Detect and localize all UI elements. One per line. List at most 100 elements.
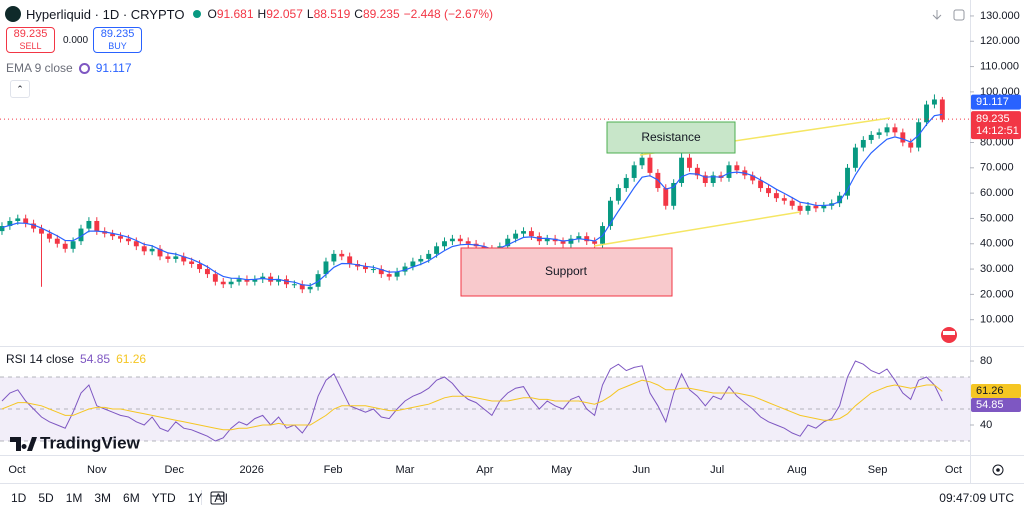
x-tick-label: Jul: [710, 464, 724, 476]
range-button[interactable]: 1D: [11, 491, 27, 505]
candle-body: [165, 256, 171, 259]
resistance-label: Resistance: [641, 130, 701, 144]
rsi-ma-tag-bg: [971, 384, 1021, 399]
candle-body: [726, 165, 732, 178]
x-tick-label: 2026: [239, 464, 263, 476]
candle-body: [307, 286, 313, 290]
range-button[interactable]: 3M: [94, 491, 112, 505]
support-label: Support: [545, 264, 588, 278]
candle-body: [631, 165, 637, 178]
candle-body: [766, 188, 771, 194]
range-button[interactable]: All: [214, 491, 228, 505]
gear[interactable]: [992, 464, 1004, 476]
settings-icon[interactable]: [992, 464, 1004, 476]
candle-body: [592, 241, 598, 244]
candle-body: [204, 269, 210, 275]
collapse-button[interactable]: ⌃: [10, 80, 30, 98]
candle-body: [513, 233, 519, 239]
x-tick-label: Aug: [787, 464, 807, 476]
candle-body: [220, 281, 226, 285]
rsi-line: [1, 360, 943, 442]
candle-body: [781, 198, 787, 201]
candle-body: [813, 205, 819, 209]
ema-price-tag-bg: [971, 94, 1021, 110]
drawings: Resistance Support: [460, 117, 891, 297]
candle-body: [46, 233, 52, 239]
candle-body: [86, 220, 92, 229]
resistance-box: [606, 121, 736, 154]
sell-price: 89.235: [13, 28, 48, 40]
rsi-name[interactable]: RSI 14 close: [6, 352, 75, 366]
ema-legend: EMA 9 close 91.117: [6, 61, 132, 75]
candle-body: [892, 127, 898, 133]
candle-body: [805, 205, 811, 211]
y-tick-label: 120.000: [980, 35, 1020, 47]
candle-body: [212, 274, 218, 282]
close-value: 89.235: [362, 7, 400, 21]
candle-body: [457, 238, 463, 242]
candle-body: [236, 279, 242, 282]
candle-body: [528, 231, 534, 237]
candle-body: [560, 241, 566, 244]
gear-center: [996, 468, 1000, 472]
range-button[interactable]: 1M: [65, 491, 83, 505]
sell-button[interactable]: 89.235 SELL: [6, 27, 55, 53]
x-tick-label: Jun: [632, 464, 650, 476]
rsi-ma-value: 61.26: [116, 352, 147, 366]
candle-body: [615, 188, 621, 201]
range-button[interactable]: 5D: [38, 491, 54, 505]
range-button[interactable]: 6M: [123, 491, 140, 505]
candle-body: [252, 279, 258, 282]
x-tick-label: Sep: [868, 464, 888, 476]
flag-stripe: [943, 331, 955, 335]
candle-body: [110, 233, 116, 237]
candle-body: [0, 226, 5, 232]
candle-body: [505, 238, 511, 247]
range-button[interactable]: 1Y: [187, 491, 203, 505]
calendar[interactable]: [210, 491, 225, 505]
candle-body: [852, 147, 858, 168]
buy-button[interactable]: 89.235 BUY: [93, 27, 143, 53]
candle-body: [623, 177, 629, 189]
candle-body: [181, 256, 187, 262]
x-tick-label: Dec: [164, 464, 184, 476]
candle-body: [189, 261, 195, 265]
candle-body: [576, 236, 582, 239]
candle-body: [426, 253, 432, 259]
candle-body: [410, 261, 416, 267]
fullscreen-icon[interactable]: [953, 9, 965, 21]
rsi-value: 54.85: [80, 352, 111, 366]
candle-body: [837, 195, 843, 204]
calendar-icon[interactable]: [201, 490, 225, 505]
high-value: 92.057: [266, 7, 303, 21]
low-value: 88.519: [313, 7, 351, 21]
sell-label: SELL: [19, 41, 42, 51]
ema-name[interactable]: EMA 9 close: [6, 61, 73, 75]
candle-body: [323, 261, 329, 275]
symbol-title[interactable]: Hyperliquid · 1D · CRYPTO: [26, 6, 185, 22]
candle-body: [31, 223, 37, 229]
close-label: C: [354, 7, 363, 21]
range-button[interactable]: YTD: [151, 491, 176, 505]
candle-body: [315, 274, 321, 287]
y-tick-label: 80: [980, 355, 992, 367]
candle-body: [750, 175, 756, 181]
candle-body: [939, 99, 945, 120]
candle-body: [694, 167, 700, 176]
candle-body: [228, 281, 234, 285]
countdown: 14:12:51: [976, 125, 1019, 137]
candle-body: [860, 139, 866, 148]
download-icon[interactable]: [932, 10, 942, 20]
y-tick-label: 130.000: [980, 10, 1020, 22]
x-tick-label: Nov: [87, 464, 107, 476]
change-value: −2.448 (−2.67%): [403, 7, 494, 21]
candle-body: [78, 228, 84, 242]
y-tick-label: 70.000: [980, 162, 1014, 174]
candle-body: [386, 274, 392, 277]
candle-body: [442, 241, 447, 247]
candle-body: [70, 241, 76, 249]
candle-body: [173, 256, 179, 259]
candle-body: [141, 246, 147, 252]
candle-body: [521, 231, 526, 234]
